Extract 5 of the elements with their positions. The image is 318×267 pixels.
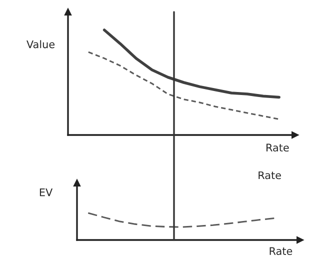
- y-axis-title: Value: [26, 40, 55, 48]
- y-axis-title: EV: [40, 188, 53, 196]
- x-axis-title: Rate: [266, 144, 289, 152]
- x-axis-title: Rate: [270, 247, 292, 255]
- text: Rate: [258, 171, 281, 180]
